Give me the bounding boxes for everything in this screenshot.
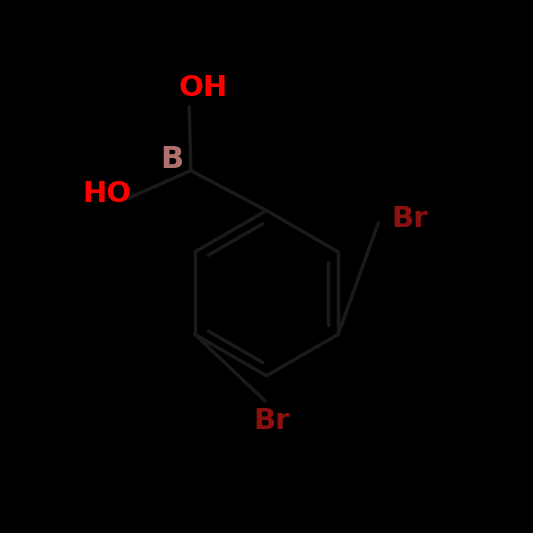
Text: OH: OH — [179, 74, 228, 102]
Text: B: B — [160, 146, 184, 174]
Text: HO: HO — [83, 180, 132, 208]
Text: Br: Br — [392, 205, 428, 232]
Text: Br: Br — [253, 407, 289, 435]
